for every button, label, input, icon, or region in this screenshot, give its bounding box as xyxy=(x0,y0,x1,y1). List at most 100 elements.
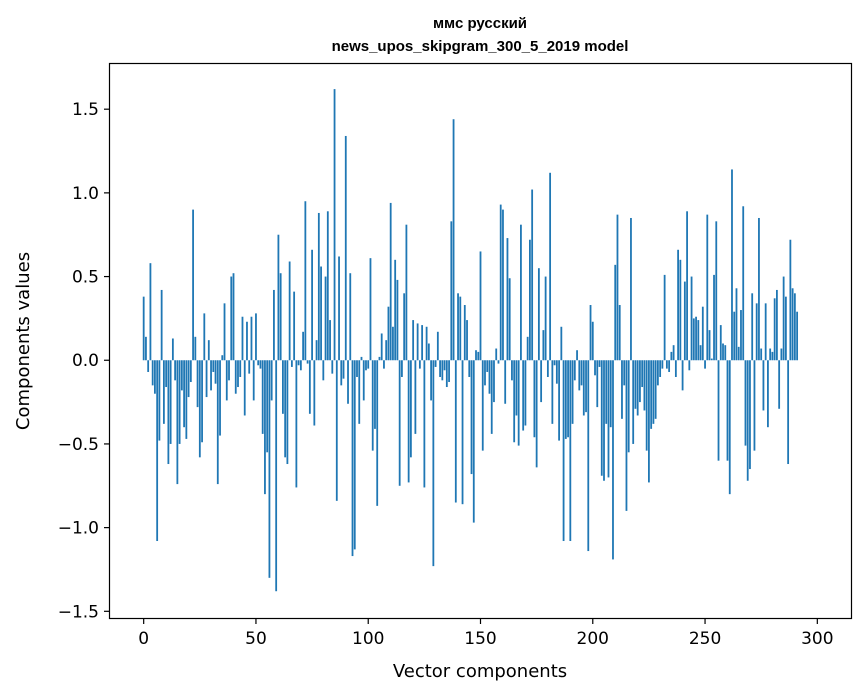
bar-154 xyxy=(488,360,491,394)
bar-219 xyxy=(634,360,637,409)
bar-84 xyxy=(331,360,334,374)
bar-146 xyxy=(470,360,473,475)
bar-112 xyxy=(394,259,397,361)
bar-168 xyxy=(520,224,522,361)
bar-17 xyxy=(180,360,183,391)
bar-103 xyxy=(374,360,376,429)
bar-4 xyxy=(151,360,154,386)
bar-54 xyxy=(264,360,266,495)
bar-71 xyxy=(302,331,305,361)
bar-66 xyxy=(290,360,293,367)
bar-189 xyxy=(567,360,569,438)
bar-227 xyxy=(652,360,655,424)
bar-123 xyxy=(418,360,421,369)
bar-212 xyxy=(618,305,621,361)
bars-group xyxy=(142,89,799,592)
bar-216 xyxy=(627,360,630,453)
bar-257 xyxy=(719,325,722,361)
bar-102 xyxy=(371,360,374,451)
bar-76 xyxy=(313,360,316,426)
bar-88 xyxy=(340,360,343,386)
bar-77 xyxy=(315,340,318,361)
bar-144 xyxy=(466,320,468,361)
bar-161 xyxy=(504,360,507,404)
bar-75 xyxy=(311,249,313,361)
bar-254 xyxy=(713,274,715,361)
bar-225 xyxy=(648,360,650,483)
bar-137 xyxy=(450,221,453,361)
bar-283 xyxy=(778,360,781,409)
bar-143 xyxy=(463,305,466,361)
bar-83 xyxy=(329,320,331,361)
bar-237 xyxy=(674,360,677,377)
x-tick-label-1: 50 xyxy=(245,629,267,649)
bar-263 xyxy=(733,311,736,361)
bar-147 xyxy=(472,360,475,523)
bar-205 xyxy=(603,360,605,481)
bar-211 xyxy=(616,214,619,361)
bar-221 xyxy=(639,360,641,403)
bar-61 xyxy=(279,273,282,361)
bar-220 xyxy=(636,360,639,416)
bar-24 xyxy=(196,360,199,408)
bar-270 xyxy=(749,360,751,470)
bar-70 xyxy=(299,360,302,371)
bar-185 xyxy=(558,360,560,441)
bar-89 xyxy=(342,360,345,379)
bar-280 xyxy=(771,351,774,361)
bar-286 xyxy=(784,296,787,361)
bar-255 xyxy=(715,221,718,361)
bar-289 xyxy=(791,288,794,361)
bar-52 xyxy=(259,360,262,369)
bar-13 xyxy=(171,338,174,361)
bar-239 xyxy=(679,259,682,361)
bar-235 xyxy=(670,351,673,361)
bar-166 xyxy=(515,360,518,416)
bar-23 xyxy=(194,336,197,361)
bar-197 xyxy=(585,360,587,413)
bar-155 xyxy=(490,360,493,434)
bar-259 xyxy=(724,345,727,361)
bar-34 xyxy=(219,360,221,436)
bar-91 xyxy=(347,360,349,404)
bar-114 xyxy=(398,360,401,486)
bar-32 xyxy=(214,360,217,384)
bar-10 xyxy=(165,360,168,388)
bar-272 xyxy=(753,360,756,451)
bar-14 xyxy=(174,360,177,381)
bar-172 xyxy=(529,239,531,361)
bar-31 xyxy=(212,360,215,372)
bar-269 xyxy=(746,360,749,481)
bar-267 xyxy=(742,206,745,361)
bar-39 xyxy=(230,276,233,361)
bar-256 xyxy=(717,360,720,461)
bar-47 xyxy=(248,360,251,374)
bar-230 xyxy=(659,360,662,377)
bar-49 xyxy=(252,360,255,401)
bar-106 xyxy=(380,333,383,361)
bar-169 xyxy=(522,360,525,431)
bar-93 xyxy=(351,360,354,557)
bar-95 xyxy=(356,360,358,377)
bar-150 xyxy=(479,251,482,361)
bar-94 xyxy=(353,360,356,550)
bar-120 xyxy=(412,320,415,361)
bar-141 xyxy=(459,296,462,361)
bar-222 xyxy=(641,360,644,388)
bar-97 xyxy=(360,356,363,361)
bar-27 xyxy=(203,313,206,361)
x-axis-ticks: 0 50 100 150 200 250 300 xyxy=(138,618,834,649)
bar-36 xyxy=(223,303,226,361)
bar-199 xyxy=(589,305,592,361)
bar-6 xyxy=(156,360,159,542)
bar-25 xyxy=(198,360,201,458)
bar-81 xyxy=(324,276,327,361)
bar-262 xyxy=(731,169,733,361)
bar-48 xyxy=(250,316,253,361)
bar-196 xyxy=(582,360,585,416)
bar-163 xyxy=(508,278,511,361)
bar-16 xyxy=(178,360,181,444)
bar-190 xyxy=(569,360,572,542)
bar-241 xyxy=(683,281,686,361)
